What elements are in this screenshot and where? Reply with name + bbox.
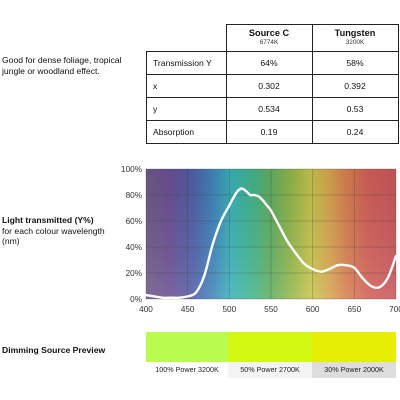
source-name: Tungsten <box>334 28 376 38</box>
dimming-preview-title: Dimming Source Preview <box>2 345 106 355</box>
chart-label-subtitle: for each colour wavelength (nm) <box>2 225 105 247</box>
chart-grid <box>145 168 397 300</box>
cell-value: 58% <box>311 51 399 75</box>
transmission-chart: 0% 20% 40% 60% 80% 100% 400 450 500 550 600 650 700 <box>121 165 400 314</box>
table-header-row: Source C 6774K Tungsten 3200K <box>147 24 399 52</box>
chart-side-label: Light transmitted (Y%) for each colour w… <box>2 215 112 247</box>
x-tick-label: 650 <box>347 305 361 314</box>
table-row: Transmission Y 64% 58% <box>146 51 399 75</box>
cell-value: 64% <box>225 51 313 75</box>
filter-properties-table: Source C 6774K Tungsten 3200K Transmissi… <box>146 24 399 144</box>
source-header-1: Tungsten 3200K <box>311 24 399 52</box>
x-tick-label: 600 <box>306 305 320 314</box>
source-temperature: 3200K <box>345 39 365 46</box>
transmission-curve <box>144 187 398 299</box>
row-label: Transmission Y <box>146 51 227 75</box>
cell-value: 0.534 <box>225 97 313 121</box>
dimming-swatch-label: 30% Power 2000K <box>312 362 396 378</box>
table-row: y 0.534 0.53 <box>146 97 399 121</box>
source-header-0: Source C 6774K <box>225 24 313 52</box>
source-name: Source C <box>248 28 290 38</box>
table-corner <box>147 25 227 52</box>
dimming-swatch-50 <box>228 332 312 362</box>
table-row: x 0.302 0.392 <box>146 74 399 98</box>
dimming-swatch-label: 100% Power 3200K <box>146 362 228 378</box>
dimming-swatch-30 <box>312 332 396 362</box>
x-tick-label: 700 <box>389 305 400 314</box>
cell-value: 0.392 <box>311 74 399 98</box>
x-tick-label: 550 <box>264 305 278 314</box>
row-label: Absorption <box>146 120 227 144</box>
x-tick-label: 400 <box>139 305 153 314</box>
x-tick-label: 450 <box>181 305 195 314</box>
chart-label-title: Light transmitted (Y%) <box>2 215 94 225</box>
y-tick-label: 0% <box>130 295 142 304</box>
y-tick-label: 40% <box>126 243 142 252</box>
y-tick-label: 60% <box>126 217 142 226</box>
dimming-swatch-100 <box>146 332 228 362</box>
cell-value: 0.302 <box>225 74 313 98</box>
y-tick-label: 20% <box>126 269 142 278</box>
y-axis-ticks: 0% 20% 40% 60% 80% 100% <box>121 165 142 304</box>
source-temperature: 6774K <box>259 39 279 46</box>
x-axis-ticks: 400 450 500 550 600 650 700 <box>139 305 400 314</box>
spectrum-shade <box>146 169 396 299</box>
row-label: x <box>146 74 227 98</box>
cell-value: 0.53 <box>311 97 399 121</box>
y-tick-label: 100% <box>121 165 142 174</box>
row-label: y <box>146 97 227 121</box>
dimming-swatch-label: 50% Power 2700K <box>228 362 312 378</box>
filter-description: Good for dense foliage, tropical jungle … <box>2 55 122 76</box>
table-row: Absorption 0.19 0.24 <box>146 120 399 144</box>
y-tick-label: 80% <box>126 191 142 200</box>
x-tick-label: 500 <box>222 305 236 314</box>
cell-value: 0.24 <box>311 120 399 144</box>
cell-value: 0.19 <box>225 120 313 144</box>
